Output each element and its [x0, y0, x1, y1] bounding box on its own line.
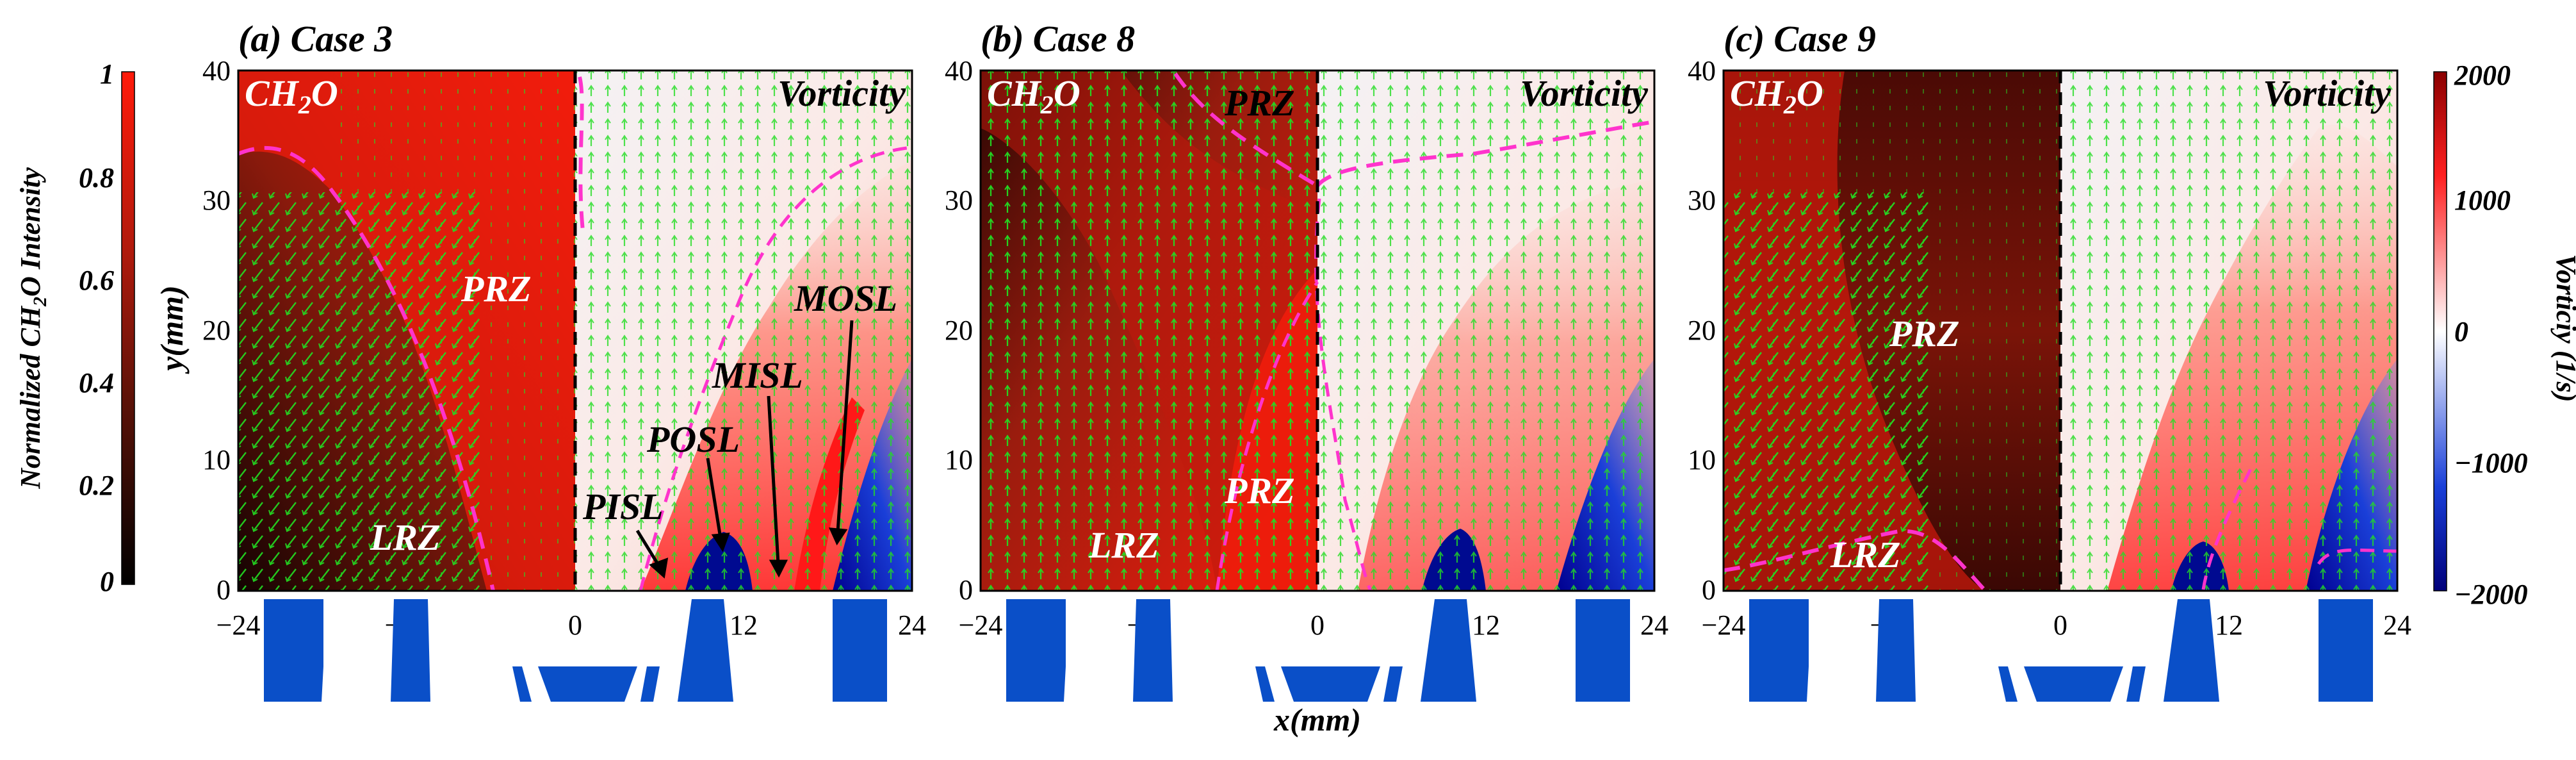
panel-b-ch2o-base: CH — [987, 72, 1042, 114]
panel-b-ch2o-label: CH2O — [987, 72, 1080, 119]
right-colorbar-tick-1: −1000 — [2454, 447, 2528, 479]
panel-a-xtick-2: 0 — [568, 609, 582, 641]
right-colorbar-tick-2: 0 — [2454, 316, 2468, 347]
panel-a-xtick-4: 24 — [898, 609, 926, 641]
panel-a-shear-posl: POSL — [646, 418, 740, 460]
panel-a-ytick-0: 0 — [216, 574, 231, 606]
panel-b-ytick-1: 10 — [945, 444, 973, 475]
panel-c-xtick-0: −24 — [1702, 609, 1746, 641]
panel-b-xtick-2: 0 — [1310, 609, 1325, 641]
panel-b-xtick-4: 24 — [1640, 609, 1668, 641]
x-axis-unit: (mm) — [1290, 702, 1361, 738]
panel-c-tag: (c) — [1724, 18, 1765, 60]
panel-b-zone-lrz: LRZ — [1088, 524, 1159, 566]
panel-c-vorticity-label: Vorticity — [2263, 72, 2391, 114]
right-colorbar-tick-0: −2000 — [2454, 579, 2528, 610]
panel-a-ytick-2: 20 — [202, 315, 231, 346]
panel-a-tag: (a) — [238, 18, 282, 60]
panel-b: (b) Case 8 CH2O Vorticity PRZ PRZ LRZ 0 — [945, 18, 1668, 702]
panel-c-ch2o-label: CH2O — [1730, 72, 1823, 119]
panel-a-ch2o-base: CH — [245, 72, 300, 114]
panel-c-xtick-3: 12 — [2215, 609, 2243, 641]
left-colorbar-title-sub: 2 — [29, 297, 51, 307]
x-axis-letter: x — [1273, 702, 1290, 738]
panel-a-ch2o-label: CH2O — [245, 72, 338, 119]
panel-a-ytick-1: 10 — [202, 444, 231, 475]
panel-a-case: Case 3 — [291, 18, 393, 60]
left-colorbar: 0 0.2 0.4 0.6 0.8 1 Normalized CH2O Inte… — [15, 58, 135, 597]
panel-b-tag: (b) — [981, 18, 1024, 60]
panel-b-zone-prz-bottom: PRZ — [1224, 470, 1295, 511]
panel-b-vorticity-label: Vorticity — [1520, 72, 1648, 114]
left-colorbar-title-suffix: O Intensity — [15, 167, 46, 297]
panel-a-zone-prz: PRZ — [461, 268, 532, 310]
panel-b-ch2o-sub: 2 — [1040, 90, 1054, 119]
panel-b-ytick-3: 30 — [945, 185, 973, 216]
panel-b-ytick-4: 40 — [945, 55, 973, 87]
panel-a: (a) Case 3 CH2O Vorticity — [202, 18, 926, 702]
panel-b-ytick-2: 20 — [945, 315, 973, 346]
panel-b-ytick-0: 0 — [959, 574, 973, 606]
panel-b-xtick-0: −24 — [959, 609, 1003, 641]
panel-c-case: Case 9 — [1773, 18, 1876, 60]
panel-a-annotation-arrows — [635, 320, 854, 579]
panel-b-title: (b) Case 8 — [981, 18, 1135, 60]
panel-b-xtick-3: 12 — [1472, 609, 1500, 641]
right-colorbar-tick-4: 2000 — [2454, 60, 2511, 91]
y-axis-letter: y — [154, 356, 190, 374]
panel-a-title: (a) Case 3 — [238, 18, 393, 60]
left-colorbar-gradient — [121, 71, 135, 585]
panel-b-case: Case 8 — [1033, 18, 1136, 60]
panel-c-xtick-4: 24 — [2383, 609, 2411, 641]
panel-b-ch2o-end: O — [1054, 72, 1080, 114]
panel-c-ch2o-end: O — [1797, 72, 1823, 114]
panel-a-vorticity-label: Vorticity — [778, 72, 906, 114]
panel-c-xtick-2: 0 — [2053, 609, 2067, 641]
panel-c-ytick-2: 20 — [1688, 315, 1716, 346]
left-colorbar-title-prefix: Normalized CH — [15, 305, 46, 490]
left-colorbar-tick-1: 0.2 — [79, 470, 114, 501]
right-colorbar-tick-3: 1000 — [2454, 185, 2511, 216]
y-axis-unit: (mm) — [154, 285, 190, 356]
panel-c-zone-lrz: LRZ — [1830, 534, 1901, 575]
x-axis-label: x(mm) — [1273, 702, 1361, 738]
panel-a-shear-mosl: MOSL — [794, 277, 897, 319]
panel-b-burner-geometry — [1006, 599, 1630, 702]
panel-c-ch2o-base: CH — [1730, 72, 1785, 114]
panel-c-ytick-1: 10 — [1688, 444, 1716, 475]
panel-a-xtick-0: −24 — [216, 609, 261, 641]
panel-a-ytick-4: 40 — [202, 55, 231, 87]
panel-a-burner-geometry — [264, 599, 887, 702]
panel-c-ytick-3: 30 — [1688, 185, 1716, 216]
panel-c-burner-geometry — [1749, 599, 2373, 702]
panel-c-ch2o-sub: 2 — [1783, 90, 1797, 119]
left-colorbar-tick-0: 0 — [100, 566, 114, 597]
panel-c-ytick-0: 0 — [1702, 574, 1716, 606]
panel-a-ytick-3: 30 — [202, 185, 231, 216]
panel-c-title: (c) Case 9 — [1724, 18, 1876, 60]
right-colorbar: −2000 −1000 0 1000 2000 Vorticiy (1/s) — [2433, 60, 2576, 610]
left-colorbar-tick-4: 0.8 — [79, 162, 114, 194]
panel-a-ch2o-sub: 2 — [298, 90, 311, 119]
panel-c-zone-prz: PRZ — [1889, 313, 1960, 354]
right-colorbar-title: Vorticiy (1/s) — [2550, 254, 2576, 402]
panel-a-shear-pisl: PISL — [582, 486, 664, 527]
y-axis-label: y(mm) — [154, 285, 190, 374]
left-colorbar-tick-3: 0.6 — [79, 265, 114, 296]
panel-a-zone-lrz: LRZ — [370, 516, 441, 558]
left-colorbar-tick-2: 0.4 — [79, 367, 114, 399]
panel-c: (c) Case 9 CH2O Vorticity PRZ LRZ 0 10 — [1688, 18, 2411, 702]
panel-a-xtick-3: 12 — [730, 609, 758, 641]
left-colorbar-title: Normalized CH2O Intensity — [15, 167, 51, 490]
right-colorbar-gradient — [2433, 71, 2447, 591]
left-colorbar-tick-5: 1 — [100, 58, 114, 90]
panel-c-ytick-4: 40 — [1688, 55, 1716, 87]
panel-a-ch2o-end: O — [311, 72, 338, 114]
panel-b-zone-prz-top: PRZ — [1224, 82, 1295, 124]
panel-a-shear-misl: MISL — [712, 354, 803, 396]
